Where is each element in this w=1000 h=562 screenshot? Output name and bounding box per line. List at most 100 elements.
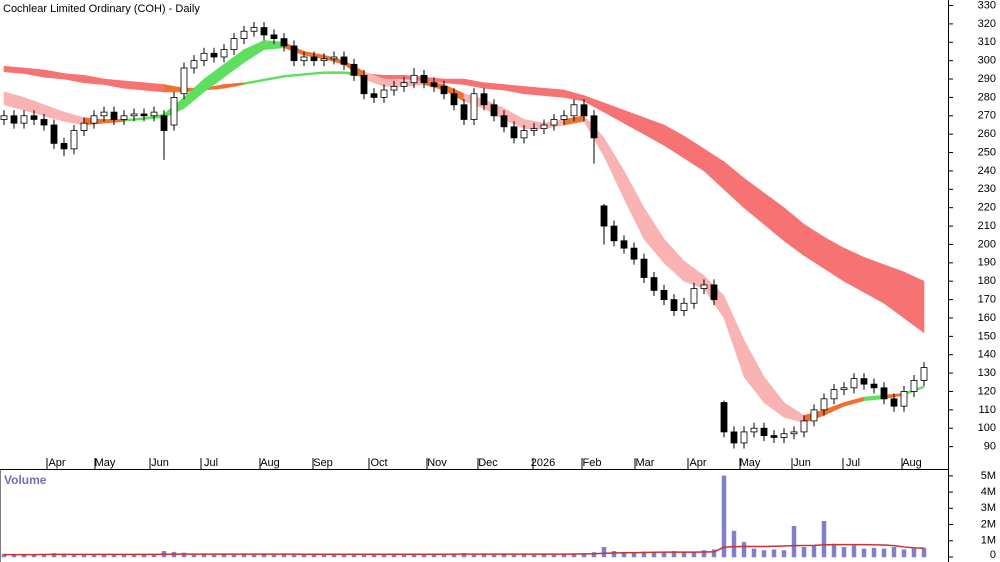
y-tick-label: 170 [978, 293, 996, 305]
volume-bar [911, 548, 917, 558]
candle-body [720, 402, 728, 433]
volume-tick-label: 1M [981, 535, 996, 547]
candle-body [690, 288, 698, 304]
volume-bar [701, 550, 707, 558]
candle-body [610, 225, 618, 242]
candle-body [700, 284, 708, 289]
x-tick-label: Jul [846, 457, 860, 469]
y-tick-label: 330 [978, 0, 996, 11]
candle-body [500, 115, 508, 128]
candle-body [670, 299, 678, 312]
candle-body [890, 398, 898, 407]
y-tick-label: 180 [978, 275, 996, 287]
candle-body [30, 115, 38, 120]
y-tick-label: 320 [978, 18, 996, 30]
volume-bar [841, 547, 847, 558]
candle-body [630, 247, 638, 260]
band-segment [523, 86, 545, 96]
candle-body [280, 38, 288, 47]
x-tick-label: Jun [151, 457, 169, 469]
volume-bar [831, 543, 837, 558]
candle-body [380, 89, 388, 98]
candle-body [250, 27, 258, 32]
candle-body [530, 128, 538, 131]
candle-body [600, 205, 608, 227]
candle-body [860, 378, 868, 385]
volume-bar [51, 553, 57, 558]
y-tick-label: 130 [978, 367, 996, 379]
candle-body [820, 398, 828, 411]
x-tick-label: Aug [902, 457, 922, 469]
candle-body [290, 45, 298, 62]
candle-body [310, 56, 318, 62]
candle-body [40, 119, 48, 126]
x-tick-label: May [740, 457, 761, 469]
candle-body [910, 380, 918, 392]
candle-body [270, 34, 278, 39]
x-tick-label: Sep [313, 457, 333, 469]
candle-body [90, 115, 98, 124]
candle-body [100, 111, 108, 117]
band-segment [323, 71, 345, 74]
candle-body [330, 56, 338, 60]
volume-bar [821, 521, 827, 558]
x-tick-label: Jun [793, 457, 811, 469]
candle-body [350, 63, 358, 76]
band-segment [903, 271, 925, 334]
volume-label: Volume [4, 473, 47, 487]
volume-bar [771, 549, 777, 558]
y-tick-label: 110 [978, 404, 996, 416]
x-tick-label: Apr [48, 457, 65, 469]
candle-body [390, 85, 398, 91]
candle-body [560, 115, 568, 120]
candle-body [240, 30, 248, 39]
candle-body [650, 277, 658, 291]
y-tick-label: 100 [978, 422, 996, 434]
volume-bar [661, 552, 667, 558]
volume-bar [891, 547, 897, 558]
candle-body [150, 111, 158, 117]
candle-body [620, 240, 628, 249]
candle-body [170, 97, 178, 126]
candle-body [710, 284, 718, 300]
candle-body [140, 113, 148, 117]
candle-body [570, 104, 578, 117]
volume-bar [691, 552, 697, 558]
y-tick-label: 150 [978, 330, 996, 342]
y-tick-label: 250 [978, 146, 996, 158]
candle-body [810, 409, 818, 422]
candle-body [230, 38, 238, 51]
y-tick-label: 310 [978, 36, 996, 48]
candle-body [780, 433, 788, 438]
candle-body [800, 420, 808, 433]
volume-bar [671, 551, 677, 558]
x-tick-label: Apr [689, 457, 706, 469]
x-tick-label: Oct [370, 457, 387, 469]
candle-body [540, 124, 548, 130]
candle-body [660, 289, 668, 300]
x-tick-label: Feb [583, 457, 602, 469]
volume-bar [871, 547, 877, 558]
candle-body [490, 104, 498, 117]
candle-body [840, 387, 848, 391]
candle-body [480, 93, 488, 106]
candle-body [20, 115, 28, 124]
volume-bar [401, 554, 407, 558]
candle-body [900, 391, 908, 407]
candle-body [360, 74, 368, 95]
y-tick-label: 220 [978, 202, 996, 214]
x-tick-label: Mar [636, 457, 655, 469]
y-tick-label: 270 [978, 110, 996, 122]
candle-body [320, 58, 328, 62]
y-tick-label: 120 [978, 385, 996, 397]
candle-body [460, 104, 468, 120]
volume-bar [921, 547, 927, 558]
candle-body [60, 142, 68, 150]
x-tick-label: 2026 [531, 457, 555, 469]
candle-body [120, 115, 128, 120]
candle-body [830, 389, 838, 400]
volume-bar [781, 550, 787, 558]
volume-bar [901, 549, 907, 558]
